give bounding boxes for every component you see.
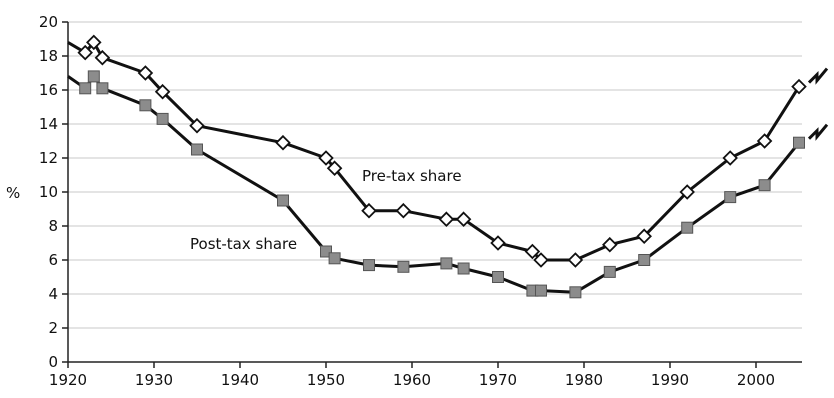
post-tax-point-1945: [277, 194, 289, 207]
series-lines: [67, 40, 801, 294]
pre-tax-point-1992: [679, 184, 695, 200]
post-tax-point-1924: [96, 82, 109, 95]
post-tax-point-1931: [156, 112, 169, 125]
series-line-post-tax: [67, 74, 801, 294]
break-mark-post-tax: [807, 123, 829, 141]
pre-tax-point-1935: [189, 117, 205, 134]
pre-tax-point-1929: [137, 65, 154, 81]
pre-tax-point-1987: [636, 228, 652, 244]
pre-tax-point-1983: [602, 236, 618, 253]
axes: 0 2 4 6 8 10 12 14 16 18 20 1920 1930 1940 1950 1960 197…: [39, 13, 802, 389]
y-axis-label: %: [6, 184, 20, 202]
grid-lines: [68, 21, 802, 329]
x-tick-label-1920: 1920: [49, 371, 87, 389]
pre-tax-point-1959: [395, 202, 412, 219]
pre-tax-point-1979: [567, 252, 584, 268]
x-tick-label-1970: 1970: [479, 371, 517, 389]
y-tick-label-12: 12: [39, 149, 58, 167]
pre-tax-point-1931: [154, 83, 171, 100]
y-tick-label-4: 4: [48, 285, 58, 303]
y-tick-label-8: 8: [48, 217, 58, 235]
pre-tax-point-1970: [490, 235, 506, 251]
pre-tax-point-1964: [438, 211, 455, 227]
pre-tax-point-1923: [86, 34, 102, 51]
post-tax-point-1923: [87, 70, 100, 83]
pre-tax-point-1974: [524, 243, 541, 260]
post-tax-point-1950: [320, 245, 332, 258]
pre-tax-point-1975: [533, 252, 549, 268]
pre-tax-point-2001: [756, 133, 773, 149]
pre-tax-point-2005: [791, 78, 807, 95]
post-tax-point-1979: [569, 286, 582, 299]
post-tax-point-2005: [793, 136, 805, 149]
y-tick-label-14: 14: [39, 115, 58, 133]
pre-tax-point-1922: [77, 44, 93, 61]
y-tick-label-6: 6: [48, 251, 58, 269]
y-tick-label-0: 0: [48, 353, 58, 371]
data-markers: [77, 34, 807, 299]
y-tick-label-16: 16: [39, 81, 58, 99]
post-tax-series-label: Post-tax share: [190, 235, 297, 253]
x-tick-label-1950: 1950: [307, 371, 345, 389]
pre-tax-point-1945: [275, 134, 291, 151]
post-tax-point-1987: [638, 254, 651, 266]
y-tick-label-10: 10: [39, 183, 58, 201]
x-tick-label-2000: 2000: [737, 371, 775, 389]
y-tick-label-18: 18: [39, 47, 58, 65]
post-tax-point-1935: [191, 143, 203, 156]
pre-tax-point-1966: [455, 211, 472, 227]
pre-tax-point-1951: [326, 160, 343, 176]
axis-break-marks: [807, 67, 829, 141]
pre-tax-series-label: Pre-tax share: [362, 167, 462, 185]
y-tick-label-20: 20: [39, 13, 58, 31]
post-tax-point-1955: [363, 259, 375, 272]
x-tick-label-1990: 1990: [651, 371, 689, 389]
y-tick-label-2: 2: [48, 319, 58, 337]
post-tax-point-1929: [139, 99, 152, 112]
text-labels: % Pre-tax share Post-tax share: [6, 167, 462, 253]
pre-tax-point-1955: [361, 202, 377, 219]
post-tax-point-1997: [724, 191, 737, 204]
post-tax-point-1992: [681, 221, 694, 234]
x-tick-label-1960: 1960: [393, 371, 431, 389]
post-tax-point-1951: [328, 252, 341, 265]
x-tick-label-1930: 1930: [135, 371, 173, 389]
x-tick-label-1980: 1980: [565, 371, 603, 389]
break-mark-pre-tax: [807, 67, 829, 85]
post-tax-point-1975: [535, 284, 547, 297]
post-tax-point-1966: [457, 262, 470, 275]
x-tick-label-1940: 1940: [221, 371, 259, 389]
post-tax-point-1959: [397, 260, 410, 273]
pre-tax-point-1950: [318, 150, 334, 166]
post-tax-point-1970: [492, 271, 504, 283]
pre-tax-point-1997: [722, 150, 738, 166]
pre-tax-point-1924: [94, 49, 111, 66]
post-tax-point-2001: [758, 179, 771, 192]
post-tax-point-1983: [603, 265, 616, 278]
post-tax-point-1922: [79, 82, 92, 95]
series-line-pre-tax: [67, 40, 801, 262]
post-tax-point-1964: [440, 257, 453, 270]
